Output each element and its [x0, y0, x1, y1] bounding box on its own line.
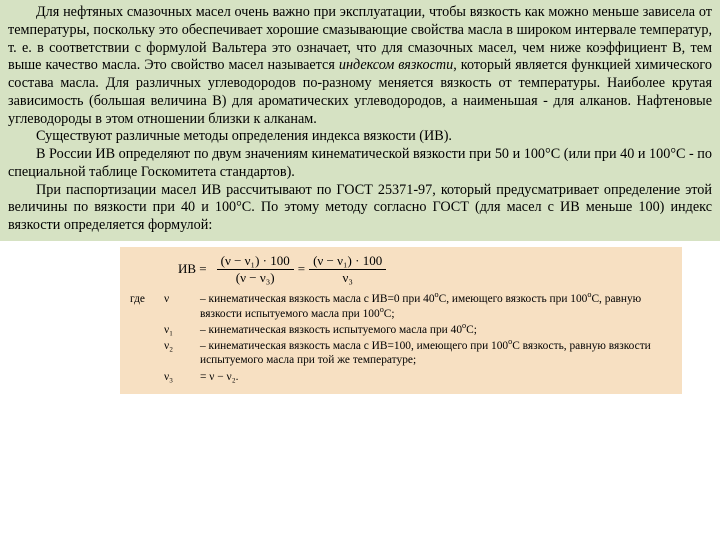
paragraph-1: Для нефтяных смазочных масел очень важно… [8, 4, 712, 128]
definition-symbol: ν [164, 292, 200, 306]
definition-text: = ν − ν₂. [200, 370, 672, 384]
definition-row: ν₂– кинематическая вязкость масла с ИВ=1… [130, 339, 672, 368]
formula-den-2: ν₃ [338, 270, 356, 286]
definition-text: – кинематическая вязкость масла с ИВ=0 п… [200, 292, 672, 321]
formula-den-1: (ν − ν₃) [232, 270, 279, 286]
formula-frac-1: (ν − ν₁) · 100 (ν − ν₃) [217, 253, 294, 287]
definition-text: – кинематическая вязкость масла с ИВ=100… [200, 339, 672, 368]
formula-lhs: ИВ = [178, 261, 207, 277]
formula-eq-sign: = [298, 261, 305, 277]
p1-italic: индексом вязкости [339, 57, 453, 73]
formula-frac-2: (ν − ν₁) · 100 ν₃ [309, 253, 386, 287]
definition-row: ν₁– кинематическая вязкость испытуемого … [130, 323, 672, 337]
paragraph-4: При паспортизации масел ИВ рассчитывают … [8, 182, 712, 235]
definition-lead: где [130, 292, 164, 306]
formula-num-2: (ν − ν₁) · 100 [309, 253, 386, 270]
top-text-block: Для нефтяных смазочных масел очень важно… [0, 0, 720, 241]
definition-row: ν₃= ν − ν₂. [130, 370, 672, 384]
definition-symbol: ν₁ [164, 323, 200, 337]
formula-block: ИВ = (ν − ν₁) · 100 (ν − ν₃) = (ν − ν₁) … [120, 247, 682, 394]
definition-symbol: ν₃ [164, 370, 200, 384]
paragraph-2: Существуют различные методы определения … [8, 128, 712, 146]
definition-symbol: ν₂ [164, 339, 200, 353]
formula-equation: ИВ = (ν − ν₁) · 100 (ν − ν₃) = (ν − ν₁) … [178, 253, 672, 287]
formula-num-1: (ν − ν₁) · 100 [217, 253, 294, 270]
definition-text: – кинематическая вязкость испытуемого ма… [200, 323, 672, 337]
definitions-list: гдеν– кинематическая вязкость масла с ИВ… [130, 292, 672, 384]
definition-row: гдеν– кинематическая вязкость масла с ИВ… [130, 292, 672, 321]
paragraph-3: В России ИВ определяют по двум значениям… [8, 146, 712, 182]
